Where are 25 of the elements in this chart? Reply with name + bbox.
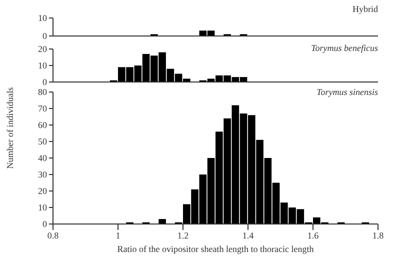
y-tick-label: 30 <box>38 170 48 180</box>
x-tick-label: 1.6 <box>307 230 320 240</box>
y-tick-label: 10 <box>38 202 48 213</box>
chart-title: Torymus beneficus <box>311 43 378 53</box>
x-axis-title: Ratio of the ovipositor sheath length to thoracic length <box>117 244 314 254</box>
x-tick-label: 1.2 <box>177 230 189 240</box>
y-tick-label: 50 <box>38 136 48 147</box>
y-tick-label: 70 <box>38 104 48 114</box>
x-tick-label: 1.4 <box>242 230 254 240</box>
y-tick-label: 0 <box>42 77 48 88</box>
x-tick-label: 1 <box>116 230 120 240</box>
y-tick-label: 40 <box>38 153 48 164</box>
y-tick-label: 0 <box>42 31 48 42</box>
y-tick-label: 10 <box>38 13 48 24</box>
y-tick-label: 60 <box>38 120 48 130</box>
y-axis-title: Number of individuals <box>5 86 15 169</box>
chart-title: Hybrid <box>352 4 378 14</box>
y-tick-label: 20 <box>38 44 48 54</box>
y-tick-label: 20 <box>38 186 48 196</box>
y-tick-label: 10 <box>38 60 48 71</box>
y-tick-label: 0 <box>42 219 48 230</box>
x-tick-label: 1.8 <box>372 230 384 240</box>
chart-title: Torymus sinensis <box>316 87 378 97</box>
y-tick-label: 80 <box>38 87 48 98</box>
x-tick-label: 0.8 <box>47 230 60 240</box>
